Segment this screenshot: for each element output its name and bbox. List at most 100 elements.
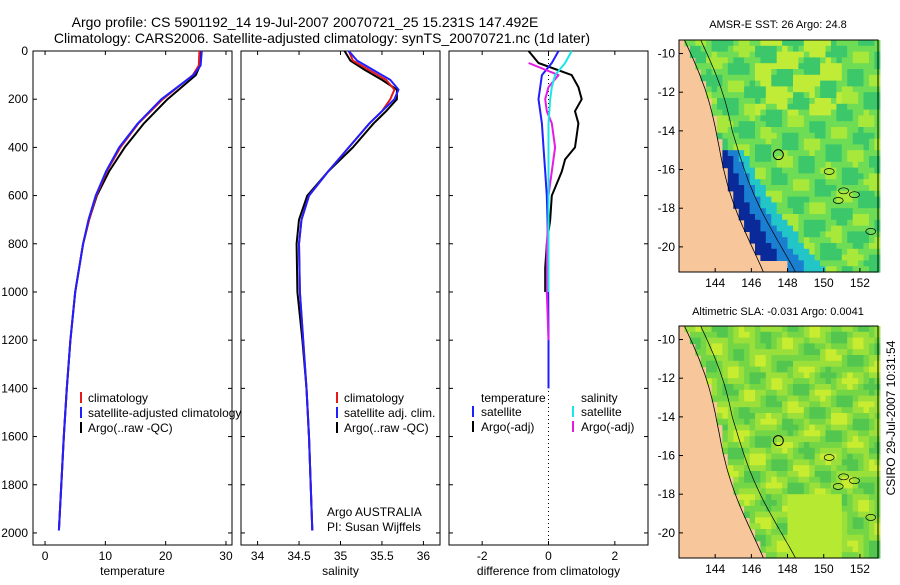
ocean-cell	[782, 121, 789, 128]
ocean-cell	[841, 430, 848, 437]
ocean-cell	[760, 511, 767, 518]
ocean-cell	[711, 103, 718, 111]
ocean-cell	[771, 63, 778, 70]
ocean-cell	[787, 98, 794, 105]
ocean-cell	[869, 401, 875, 408]
ocean-cell	[760, 86, 767, 93]
ocean-cell	[793, 254, 799, 261]
ocean-cell	[820, 179, 827, 186]
ocean-cell	[782, 69, 789, 76]
ocean-cell	[771, 534, 778, 542]
ocean-cell	[858, 266, 865, 273]
ocean-cell	[717, 51, 723, 58]
ocean-cell	[852, 92, 859, 99]
ocean-cell	[847, 395, 854, 402]
ocean-cell	[765, 534, 772, 542]
ocean-cell	[814, 343, 821, 350]
ocean-cell	[706, 349, 713, 356]
ocean-cell	[863, 40, 870, 47]
ocean-cell	[760, 179, 767, 186]
ocean-cell	[706, 86, 713, 93]
ocean-cell	[722, 57, 729, 64]
ocean-cell	[858, 505, 865, 513]
ocean-cell	[803, 266, 810, 273]
ocean-cell	[852, 436, 859, 443]
ocean-cell	[809, 63, 816, 70]
ocean-cell	[771, 395, 778, 402]
ocean-cell	[814, 40, 821, 47]
ocean-cell	[814, 156, 821, 163]
ocean-cell	[874, 494, 881, 501]
ocean-cell	[847, 80, 854, 87]
ocean-cell	[744, 80, 751, 87]
ocean-cell	[765, 248, 772, 256]
ocean-cell	[847, 57, 854, 64]
ocean-cell	[803, 156, 810, 163]
ocean-cell	[809, 471, 816, 478]
ocean-cell	[825, 401, 832, 408]
ocean-cell	[836, 80, 843, 87]
ocean-cell	[869, 98, 875, 105]
ocean-cell	[869, 69, 875, 76]
ocean-cell	[755, 103, 761, 111]
ocean-cell	[755, 355, 761, 362]
ocean-cell	[820, 360, 827, 368]
ocean-cell	[874, 208, 881, 215]
ocean-cell	[782, 349, 789, 356]
ocean-cell	[863, 540, 870, 547]
ocean-cell	[744, 442, 751, 449]
ocean-cell	[760, 360, 767, 368]
ocean-cell	[711, 86, 718, 93]
temperature-xtick-label: 0	[42, 549, 49, 563]
ocean-cell	[820, 326, 827, 333]
ocean-cell	[874, 202, 881, 209]
ocean-cell	[825, 326, 832, 333]
ocean-cell	[793, 219, 799, 227]
ocean-cell	[836, 150, 843, 157]
ocean-cell	[809, 173, 816, 180]
ocean-cell	[825, 372, 832, 379]
ocean-cell	[782, 190, 789, 198]
ocean-cell	[814, 384, 821, 391]
ocean-cell	[841, 57, 848, 64]
ocean-cell	[765, 202, 772, 209]
ocean-cell	[814, 459, 821, 466]
ocean-cell	[858, 74, 865, 82]
ocean-cell	[847, 225, 854, 232]
ocean-cell	[863, 214, 870, 221]
ocean-cell	[841, 156, 848, 163]
ocean-cell	[749, 430, 756, 437]
ocean-cell	[765, 378, 772, 385]
ocean-cell	[858, 150, 865, 157]
ocean-cell	[820, 534, 827, 542]
ocean-cell	[782, 331, 789, 339]
ocean-cell	[706, 378, 713, 385]
ocean-cell	[852, 202, 859, 209]
ocean-cell	[874, 173, 881, 180]
ocean-cell	[717, 366, 723, 373]
ocean-cell	[852, 372, 859, 379]
ocean-cell	[825, 179, 832, 186]
ocean-cell	[738, 57, 745, 64]
ocean-cell	[733, 482, 740, 489]
ocean-cell	[814, 494, 821, 501]
ocean-cell	[760, 355, 767, 362]
ocean-cell	[852, 74, 859, 82]
ocean-cell	[755, 57, 761, 64]
timestamp-side-label: CSIRO 29-Jul-2007 10:31:54	[884, 340, 898, 495]
ocean-cell	[787, 51, 794, 58]
ocean-cell	[760, 40, 767, 47]
ocean-cell	[782, 127, 789, 134]
ocean-cell	[858, 378, 865, 385]
ocean-cell	[809, 225, 816, 232]
ocean-cell	[787, 372, 794, 379]
ocean-cell	[765, 98, 772, 105]
temperature-ytick-label: 1600	[1, 430, 28, 444]
ocean-cell	[738, 214, 745, 221]
ocean-cell	[836, 161, 843, 169]
ocean-cell	[852, 395, 859, 402]
ocean-cell	[820, 430, 827, 437]
ocean-cell	[771, 378, 778, 385]
ocean-cell	[847, 219, 854, 227]
ocean-cell	[841, 150, 848, 157]
